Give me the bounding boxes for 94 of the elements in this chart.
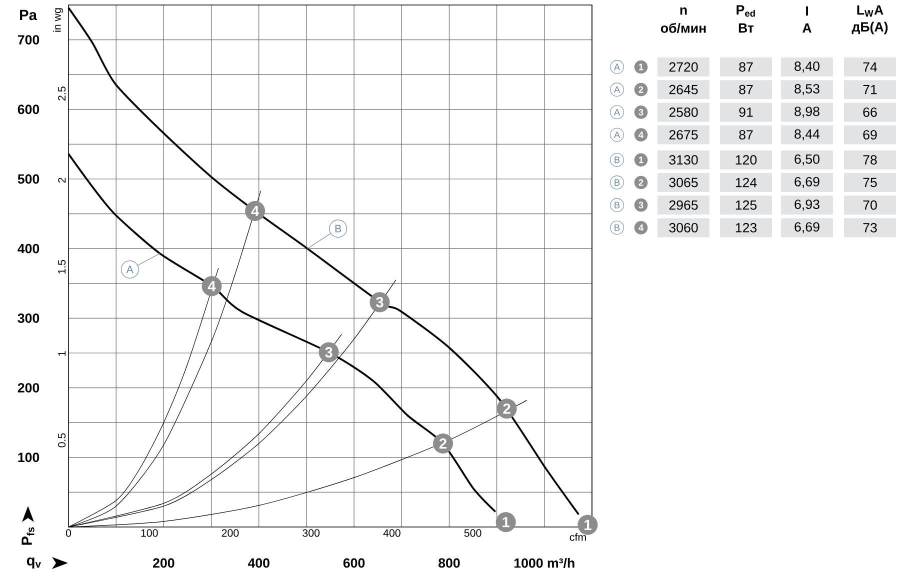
category-label: 3 [638, 202, 644, 208]
text: 3130 [669, 155, 698, 165]
text: 123 [736, 222, 757, 232]
category-label: B [614, 179, 620, 186]
text: 75 [863, 178, 877, 188]
y2-tick-label: 1.5 [58, 260, 66, 274]
y-tick-label: 300 [18, 313, 40, 323]
text: 8,53 [794, 84, 820, 96]
category-label: A [614, 108, 620, 116]
text: 66 [863, 107, 877, 117]
x-axis-title: q$_{v}$ [26, 558, 41, 568]
text: 125 [736, 200, 757, 210]
text: 8,98 [794, 106, 820, 118]
y-tick-label: 600 [18, 104, 40, 114]
text: 70 [863, 200, 877, 210]
text: 78 [863, 155, 877, 165]
text: 87 [739, 130, 753, 140]
category-label: 4 [638, 132, 644, 138]
text: 2675 [669, 130, 698, 140]
annotation: 4 [251, 206, 260, 216]
text: 73 [863, 222, 877, 232]
category-label: B [614, 202, 620, 208]
y2-tick-label: 2.5 [58, 86, 66, 100]
text: дБ(A) [852, 22, 888, 34]
text: 120 [736, 155, 757, 165]
x2-tick-label: 0 [66, 529, 72, 537]
category-label: 1 [638, 156, 644, 164]
text: 124 [736, 178, 757, 188]
category-label: 3 [638, 108, 644, 116]
text: 87 [739, 62, 753, 72]
y-tick-label: 500 [18, 174, 40, 184]
category-label: n [680, 7, 687, 15]
category-label: I [806, 6, 808, 16]
category-label: 1 [638, 64, 644, 70]
text: 3065 [669, 178, 698, 188]
x-tick-label: 1000 m³/h [514, 558, 574, 568]
x-tick-label: 400 [248, 558, 270, 568]
text: 91 [739, 107, 753, 117]
x2-tick-label: 400 [383, 529, 400, 537]
annotation: 1 [584, 520, 592, 530]
annotation: 3 [325, 347, 332, 358]
y-axis-title: P$_{fs}$ [22, 527, 34, 545]
text: 2580 [669, 107, 698, 117]
text: 2645 [669, 84, 698, 94]
x-tick-label: 800 [438, 558, 460, 568]
y-tick-label: 100 [18, 452, 40, 462]
y2-tick-label: 0.5 [58, 433, 66, 448]
text: Pa [20, 10, 38, 20]
annotation: 2 [503, 404, 510, 414]
text: 3060 [669, 222, 698, 232]
x2-tick-label: 500 [464, 529, 482, 537]
y-tick-label: 700 [18, 35, 40, 45]
text: 2720 [669, 62, 698, 72]
y-tick-label: 200 [18, 383, 40, 393]
category-label: A [614, 132, 620, 138]
x2-axis-title: cfm [570, 533, 586, 541]
category-label: A [614, 86, 620, 93]
text: 6,69 [794, 222, 820, 234]
category-label: A [614, 64, 620, 70]
text: 6,93 [794, 200, 820, 211]
annotation: 3 [376, 297, 384, 308]
text: 6,69 [794, 176, 820, 188]
y2-tick-label: 1 [58, 351, 66, 356]
x2-tick-label: 300 [302, 529, 320, 537]
text: 8,40 [794, 61, 820, 73]
text: A [126, 266, 134, 274]
text: 71 [863, 85, 877, 94]
category-label: B [614, 224, 620, 231]
category-label: 2 [638, 179, 644, 186]
x2-tick-label: 200 [222, 529, 239, 537]
text: 8,44 [794, 129, 820, 140]
text: 2965 [669, 200, 698, 210]
x2-tick-label: 100 [141, 529, 158, 537]
y-tick-label: 400 [18, 244, 40, 254]
annotation: 1 [502, 517, 510, 528]
text: об/мин [660, 22, 706, 34]
text: 87 [739, 84, 753, 94]
x-tick-label: 600 [343, 558, 365, 568]
y2-axis-title: in wg [53, 8, 63, 32]
text: 69 [863, 130, 877, 140]
category-label: 4 [638, 224, 644, 231]
annotation: 4 [208, 281, 216, 292]
text: 74 [863, 62, 878, 72]
text: B [335, 224, 342, 232]
text: 6,50 [794, 154, 820, 166]
text: A [802, 23, 812, 33]
text: Вт [738, 23, 754, 33]
annotation: 2 [439, 438, 447, 449]
category-label: 2 [638, 86, 644, 93]
x-tick-label: 200 [153, 558, 174, 568]
category-label: L$_{W}$A [857, 5, 884, 17]
category-label: B [614, 156, 620, 164]
y2-tick-label: 2 [58, 178, 66, 183]
category-label: P$_{ed}$ [736, 5, 755, 17]
